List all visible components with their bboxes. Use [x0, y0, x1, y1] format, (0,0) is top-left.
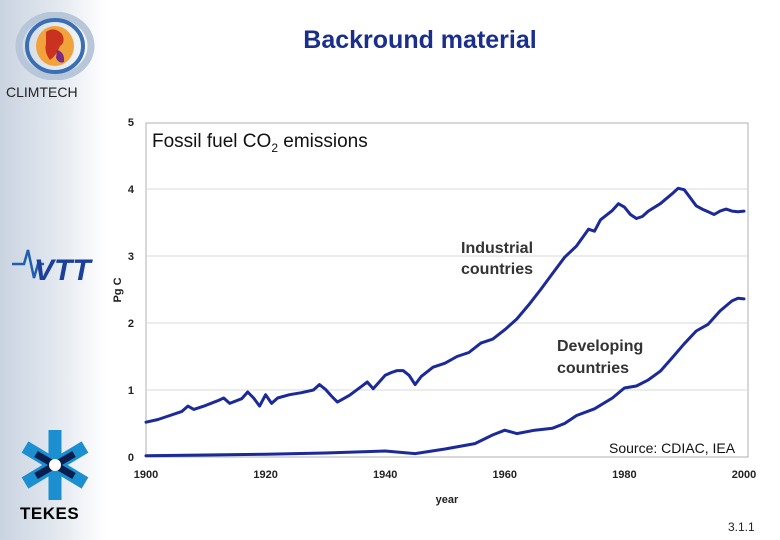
x-tick-label: 1960	[493, 469, 517, 481]
vtt-logo: VTT	[12, 249, 93, 284]
y-tick-label: 1	[128, 385, 134, 397]
series-line-developing	[144, 296, 746, 458]
vtt-logo-text: VTT	[34, 254, 93, 284]
y-tick-label: 0	[128, 452, 134, 464]
annotation-developing-line2: countries	[557, 360, 629, 377]
y-tick-label: 5	[128, 117, 134, 129]
y-tick-label: 3	[128, 251, 134, 263]
y-tick-label: 2	[128, 318, 134, 330]
x-tick-label: 1940	[373, 469, 397, 481]
chart-gridlines	[146, 188, 748, 391]
annotation-industrial-line2: countries	[461, 261, 533, 278]
x-tick-label: 2000	[732, 469, 756, 481]
chart-title: Fossil fuel CO2 emissions	[152, 131, 368, 155]
climtech-globe-logo	[15, 12, 95, 80]
series-line-industrial	[144, 186, 746, 424]
slide-number: 3.1.1	[728, 520, 755, 534]
y-tick-label: 4	[128, 184, 135, 196]
x-tick-label: 1900	[134, 469, 158, 481]
tekes-snowflake-logo	[21, 430, 89, 500]
x-tick-label: 1980	[612, 469, 636, 481]
x-axis-title: year	[436, 494, 459, 506]
annotation-industrial-line1: Industrial	[461, 240, 533, 257]
chart-source-note: Source: CDIAC, IEA	[609, 440, 736, 456]
plot-frame	[145, 122, 749, 458]
y-axis-ticks: 0 1 2 3 4 5	[128, 117, 135, 464]
chart-title-subscript: 2	[271, 141, 278, 155]
annotation-developing-line1: Developing	[557, 338, 643, 355]
chart-title-end: emissions	[278, 131, 368, 152]
climtech-logo-label: CLIMTECH	[6, 84, 78, 100]
chart-series	[144, 186, 746, 458]
chart-title-main: Fossil fuel CO	[152, 131, 271, 152]
x-tick-label: 1920	[253, 469, 277, 481]
x-axis-ticks: 1900 1920 1940 1960 1980 2000	[134, 469, 756, 481]
tekes-logo-label: TEKES	[20, 504, 80, 523]
slide-title: Backround material	[303, 26, 537, 54]
y-axis-title: Pg C	[112, 277, 124, 302]
